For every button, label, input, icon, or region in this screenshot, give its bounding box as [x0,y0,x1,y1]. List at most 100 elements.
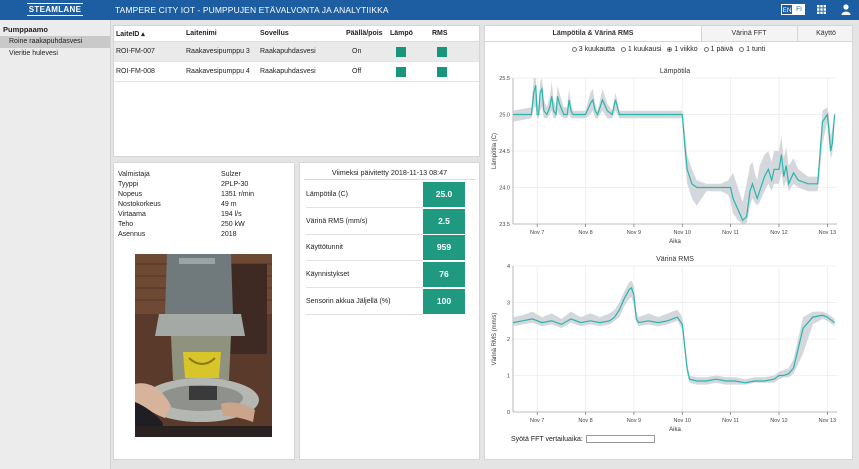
x-tick-label: Nov 13 [819,418,836,424]
kpi-label: Käynnistykset [306,271,350,278]
col-header-laitenimi[interactable]: Laitenimi [184,26,258,42]
vibration-rms-chart: Värinä RMS 0 1 2 3 4 Nov 7 Nov 8 Nov 9 Nov 10 Nov … [492,256,837,433]
y-tick-label: 24.5 [499,149,510,155]
x-tick-label: Nov 8 [578,230,592,236]
range-option[interactable]: 1 viikko [667,46,698,53]
spec-value: 49 m [221,201,237,208]
pump-photo [135,254,272,437]
x-tick-label: Nov 9 [627,418,641,424]
y-tick-label: 25.5 [499,76,510,82]
kpi-row-starts: Käynnistykset 76 [306,262,465,288]
spec-key: Valmistaja [118,171,150,178]
sidebar-group-title[interactable]: Pumppaamo [3,25,49,34]
chart-title: Värinä RMS [656,256,694,263]
radio-button [739,47,745,52]
cell-application: Raakapuhdasvesi [258,61,344,82]
app-title: TAMPERE CITY IOT - PUMPPUJEN ETÄVALVONTA… [115,5,389,15]
lampo-status-indicator [396,66,406,77]
y-tick-label: 24.0 [499,186,510,192]
range-option[interactable]: 1 tunti [739,46,765,53]
radio-button [667,47,673,52]
spec-value: 2018 [221,231,237,238]
col-header-laiteid[interactable]: LaiteID ▴ [114,26,184,42]
y-tick-label: 25.0 [499,113,510,119]
y-axis-label: Värinä RMS (mm/s) [492,313,498,366]
language-switch: EN FI [781,4,805,15]
spec-key: Virtaama [118,211,146,218]
logo: STEAMLANE [27,3,83,16]
spec-value: 250 kW [221,221,245,228]
kpi-row-battery: Sensorin akkua Jäljellä (%) 100 [306,289,465,315]
cell-state: On [344,41,388,62]
range-option[interactable]: 1 kuukausi [620,46,661,53]
x-axis-label: Aika [669,239,681,245]
spec-key: Nopeus [118,191,143,198]
y-tick-label: 23.5 [499,222,510,228]
y-tick-label: 2 [507,337,510,343]
kpi-row-temperature: Lämpötila (C) 25.0 [306,182,465,208]
radio-button [571,47,577,52]
table-row[interactable]: ROI-FM-007 Raakavesipumppu 3 Raakapuhdas… [114,41,479,62]
spec-key: Asennus [118,231,146,238]
radio-button [620,47,626,52]
cell-device-name: Raakavesipumppu 3 [184,41,258,62]
x-tick-label: Nov 10 [674,418,691,424]
series-line [513,85,836,222]
kpi-value: 959 [423,235,465,260]
spec-key: Teho [118,221,134,228]
spec-value: Sulzer [221,171,241,178]
spec-key: Nostokorkeus [118,201,161,208]
spec-value: 194 l/s [221,211,242,218]
kpi-value: 25.0 [423,182,465,207]
sidebar-item-roine[interactable]: Roine raakapuhdasvesi [0,36,110,48]
charts-panel: Lämpötila & Värinä RMS Värinä FFT Käyttö… [484,25,853,460]
x-tick-label: Nov 7 [530,230,544,236]
grid-icon[interactable] [817,5,826,14]
lang-en-button[interactable]: EN [781,4,793,15]
kpi-label: Sensorin akkua Jäljellä (%) [306,298,391,305]
kpi-value: 100 [423,289,465,314]
y-tick-label: 4 [507,264,510,270]
cell-state: Off [344,61,388,82]
cell-device-id: ROI-FM-008 [114,61,184,82]
time-range-selector: 3 kuukautta 1 kuukausi 1 viikko 1 päivä … [485,46,852,53]
col-header-sovellus[interactable]: Sovellus [258,26,344,42]
sidebar: Pumppaamo Roine raakapuhdasvesi Vieritie… [0,20,111,469]
device-table: LaiteID ▴ Laitenimi Sovellus Päällä/pois… [114,26,479,82]
x-tick-label: Nov 10 [674,230,691,236]
kpi-value: 2.5 [423,209,465,234]
spec-value: 2PLP-30 [221,181,249,188]
last-updated-text: Viimeksi päivitetty 2018-11-13 08:47 [331,168,448,177]
series-line [512,286,835,384]
spec-value: 1351 r/min [221,191,255,198]
tab-usage[interactable]: Käyttö [797,26,854,41]
pump-specs-panel: Valmistaja Sulzer Tyyppi 2PLP-30 Nopeus 135… [113,162,295,460]
kpi-value: 76 [423,262,465,287]
x-tick-label: Nov 12 [770,418,787,424]
lampo-status-indicator [396,46,406,57]
x-tick-label: Nov 13 [819,230,836,236]
kpi-label: Lämpötila (C) [306,191,349,198]
tab-vibration-fft[interactable]: Värinä FFT [731,30,767,37]
range-option[interactable]: 1 päivä [703,46,733,53]
table-row[interactable]: ROI-FM-008 Raakavesipumppu 4 Raakapuhdas… [114,61,479,82]
radio-button [703,47,709,52]
tab-temperature-rms[interactable]: Lämpötila & Värinä RMS [485,26,702,41]
range-option[interactable]: 3 kuukautta [571,46,615,53]
spec-key: Tyyppi [118,181,139,188]
col-header-paalla-pois[interactable]: Päällä/pois [344,26,388,42]
col-header-rms[interactable]: RMS [430,26,479,42]
x-tick-label: Nov 11 [722,230,739,236]
device-table-panel: LaiteID ▴ Laitenimi Sovellus Päällä/pois… [113,25,480,157]
temperature-chart: Lämpötila 23.5 24.0 24.5 25.0 25.5 Nov 7 Nov 8 N… [492,68,837,245]
cell-device-id: ROI-FM-007 [114,41,184,62]
y-tick-label: 0 [507,410,510,416]
lang-fi-button[interactable]: FI [793,4,805,15]
x-tick-label: Nov 12 [770,230,787,236]
user-icon[interactable] [841,4,851,15]
rms-status-indicator [437,46,447,57]
sidebar-item-vieritie[interactable]: Vieritie hulevesi [9,50,58,57]
col-header-lampo[interactable]: Lämpö [388,26,430,42]
x-tick-label: Nov 9 [627,230,641,236]
fft-compare-input[interactable] [586,435,655,443]
